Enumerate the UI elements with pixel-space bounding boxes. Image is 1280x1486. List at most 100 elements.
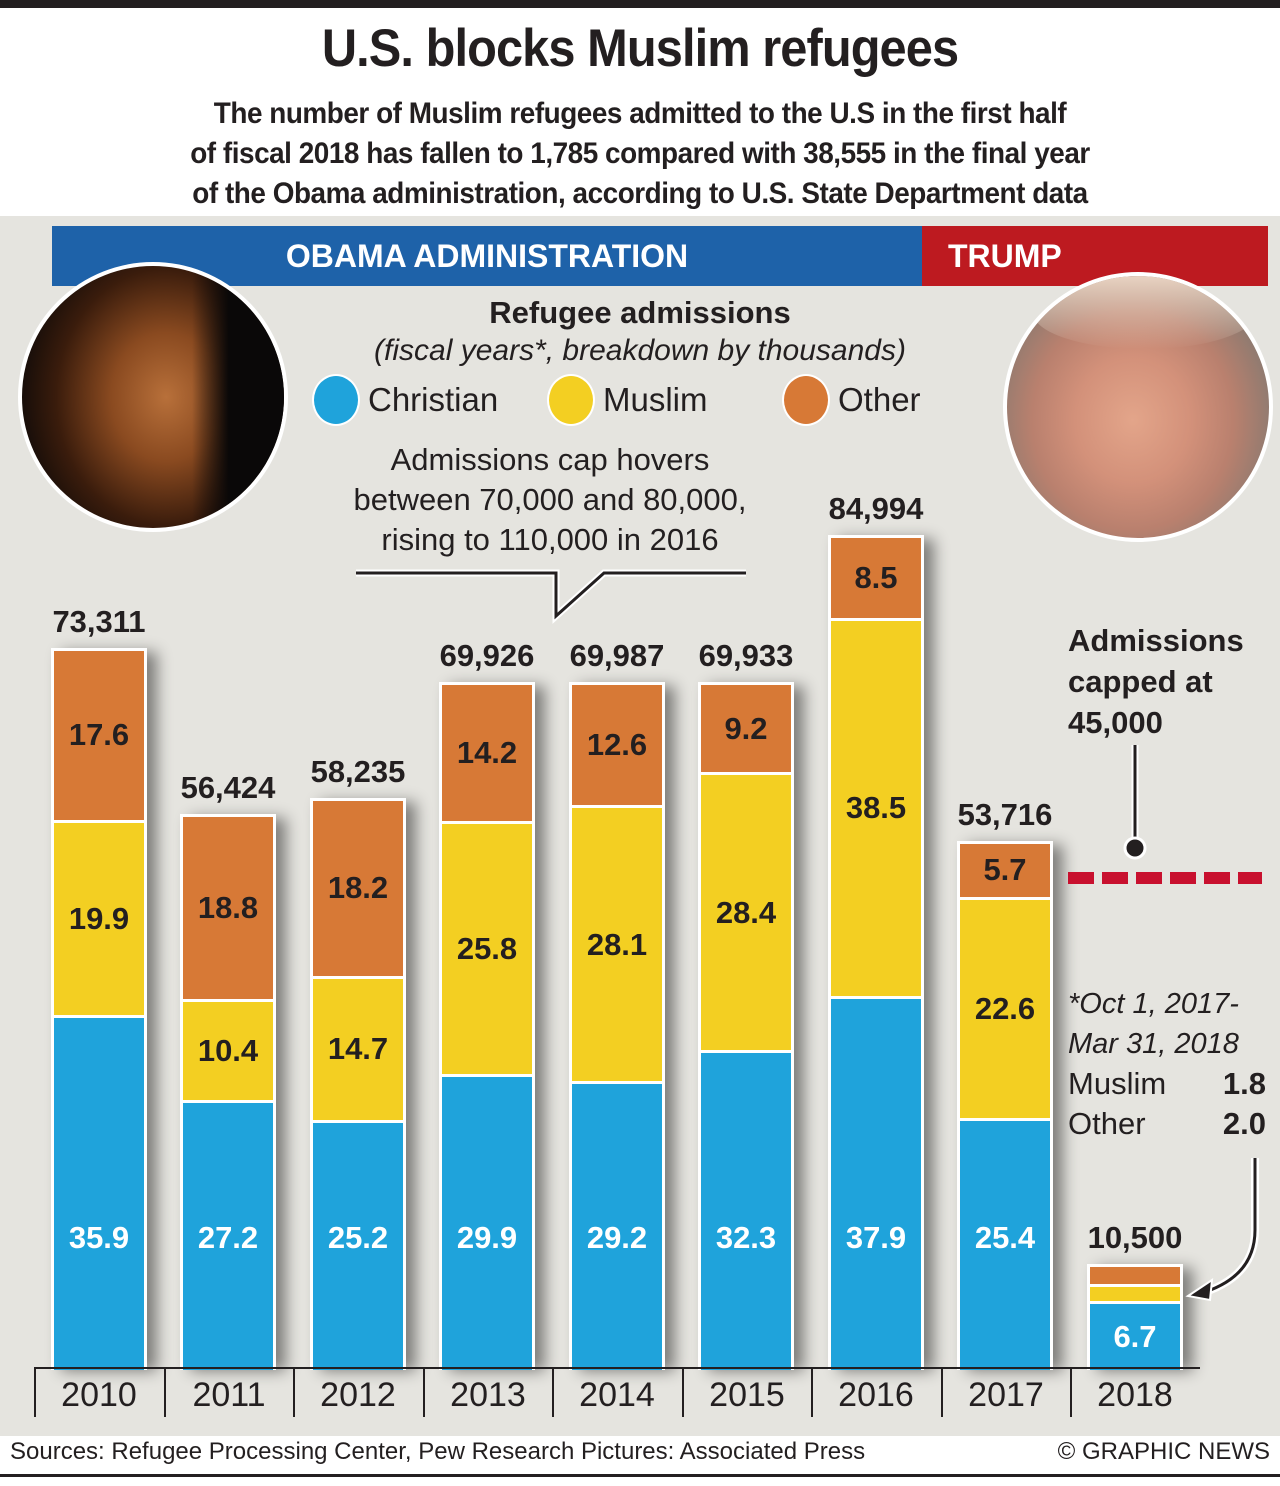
- segment-value-label: 14.2: [456, 735, 518, 771]
- mini-breakdown-other: Other 2.0: [1068, 1106, 1266, 1142]
- bar-segment-other-2012: 18.2: [310, 797, 406, 979]
- mini-breakdown-muslim: Muslim 1.8: [1068, 1066, 1266, 1102]
- obama-portrait-photo: [18, 262, 288, 532]
- x-axis-tick: [941, 1367, 943, 1417]
- cap-note-line: 45,000: [1068, 705, 1163, 740]
- period-line: Mar 31, 2018: [1068, 1028, 1239, 1060]
- bar-segment-christian-2010: 35.9: [51, 1015, 147, 1370]
- legend-item-christian: Christian: [312, 374, 498, 426]
- x-axis-tick: [1070, 1367, 1072, 1417]
- segment-value-label: 22.6: [974, 990, 1036, 1026]
- segment-value-label: 6.7: [1113, 1319, 1157, 1355]
- legend-swatch-muslim: [547, 374, 595, 426]
- x-axis-label-2013: 2013: [450, 1376, 526, 1414]
- segment-value-label: 35.9: [68, 1219, 130, 1255]
- bar-segment-other-2010: 17.6: [51, 647, 147, 824]
- bar-total-label: 53,716: [957, 796, 1053, 832]
- segment-value-label: 5.7: [983, 852, 1027, 888]
- cap-callout-annotation: Admissions cap hovers between 70,000 and…: [300, 440, 800, 560]
- bar-total-label: 73,311: [52, 603, 146, 639]
- bar-segment-muslim-2014: 28.1: [569, 805, 665, 1084]
- bar-segment-other-2015: 9.2: [698, 681, 794, 776]
- legend: Christian Muslim Other: [0, 374, 1280, 428]
- x-axis-tick: [811, 1367, 813, 1417]
- bar-total-label: 10,500: [1087, 1220, 1183, 1256]
- legend-label: Muslim: [603, 381, 708, 418]
- callout-line: rising to 110,000 in 2016: [381, 522, 719, 557]
- subtitle-line: The number of Muslim refugees admitted t…: [213, 97, 1067, 130]
- top-rule: [0, 0, 1280, 8]
- x-axis-tick: [682, 1367, 684, 1417]
- bar-segment-muslim-2012: 14.7: [310, 975, 406, 1124]
- bar-segment-muslim-2018: [1087, 1283, 1183, 1305]
- chart-header: Refugee admissions (fiscal years*, break…: [290, 294, 990, 370]
- callout-line: between 70,000 and 80,000,: [353, 482, 747, 517]
- segment-value-label: 28.4: [715, 894, 777, 930]
- chart-subtitle: (fiscal years*, breakdown by thousands): [374, 334, 906, 367]
- mini-value: 2.0: [1222, 1106, 1266, 1141]
- legend-item-other: Other: [782, 374, 921, 426]
- segment-value-label: 38.5: [845, 790, 907, 826]
- segment-value-label: 12.6: [586, 727, 648, 763]
- segment-value-label: 8.5: [854, 560, 898, 596]
- bar-segment-christian-2015: 32.3: [698, 1050, 794, 1370]
- segment-value-label: 25.8: [456, 931, 518, 967]
- x-axis-label-2015: 2015: [709, 1376, 785, 1414]
- subtitle-line: of fiscal 2018 has fallen to 1,785 compa…: [190, 137, 1090, 170]
- bar-segment-christian-2014: 29.2: [569, 1080, 665, 1370]
- segment-value-label: 9.2: [724, 710, 768, 746]
- bottom-rule: [0, 1474, 1280, 1477]
- bar-segment-christian-2013: 29.9: [439, 1073, 535, 1370]
- segment-value-label: 32.3: [715, 1219, 777, 1255]
- bar-total-label: 69,933: [698, 637, 794, 673]
- x-axis-tick: [293, 1367, 295, 1417]
- legend-label: Other: [838, 381, 921, 418]
- x-axis-label-2010: 2010: [61, 1376, 137, 1414]
- cap-note-line: Admissions: [1068, 623, 1244, 658]
- bar-segment-other-2016: 8.5: [828, 534, 924, 622]
- bar-segment-muslim-2015: 28.4: [698, 772, 794, 1054]
- bar-segment-other-2014: 12.6: [569, 681, 665, 809]
- cap-note: Admissions capped at 45,000: [1068, 620, 1244, 743]
- segment-value-label: 18.2: [327, 870, 389, 906]
- x-axis-tick: [552, 1367, 554, 1417]
- segment-value-label: 14.7: [327, 1031, 389, 1067]
- bar-segment-muslim-2017: 22.6: [957, 896, 1053, 1122]
- mini-label: Other: [1068, 1106, 1146, 1141]
- x-axis-label-2011: 2011: [192, 1376, 266, 1414]
- bar-segment-other-2013: 14.2: [439, 681, 535, 825]
- bar-segment-christian-2016: 37.9: [828, 995, 924, 1370]
- bar-segment-muslim-2011: 10.4: [180, 998, 276, 1104]
- bar-segment-muslim-2010: 19.9: [51, 820, 147, 1019]
- x-axis-tick: [423, 1367, 425, 1417]
- bar-total-label: 84,994: [828, 490, 924, 526]
- segment-value-label: 29.9: [456, 1219, 518, 1255]
- segment-value-label: 27.2: [197, 1219, 259, 1255]
- segment-value-label: 18.8: [197, 889, 259, 925]
- trump-administration-band: TRUMP: [922, 226, 1268, 286]
- legend-item-muslim: Muslim: [547, 374, 708, 426]
- period-note: *Oct 1, 2017- Mar 31, 2018: [1068, 984, 1239, 1064]
- x-axis-label-2014: 2014: [579, 1376, 655, 1414]
- segment-value-label: 10.4: [197, 1032, 259, 1068]
- page-title: U.S. blocks Muslim refugees: [321, 19, 959, 78]
- mini-value: 1.8: [1222, 1066, 1266, 1101]
- bar-segment-christian-2018: 6.7: [1087, 1301, 1183, 1370]
- legend-label: Christian: [368, 381, 499, 418]
- legend-swatch-christian: [312, 374, 360, 426]
- bar-segment-muslim-2016: 38.5: [828, 618, 924, 999]
- bar-segment-muslim-2013: 25.8: [439, 821, 535, 1077]
- legend-swatch-other: [782, 374, 830, 426]
- x-axis-tick: [164, 1367, 166, 1417]
- x-axis-tick: [34, 1367, 36, 1417]
- x-axis-label-2017: 2017: [968, 1376, 1044, 1414]
- mini-label: Muslim: [1068, 1066, 1167, 1101]
- period-line: *Oct 1, 2017-: [1068, 988, 1239, 1020]
- trump-portrait-photo: [1003, 272, 1273, 542]
- x-axis-label-2016: 2016: [838, 1376, 914, 1414]
- sources-text: Sources: Refugee Processing Center, Pew …: [10, 1438, 866, 1465]
- callout-line: Admissions cap hovers: [390, 442, 710, 477]
- segment-value-label: 29.2: [586, 1219, 648, 1255]
- segment-value-label: 25.4: [974, 1219, 1036, 1255]
- bar-segment-other-2017: 5.7: [957, 840, 1053, 900]
